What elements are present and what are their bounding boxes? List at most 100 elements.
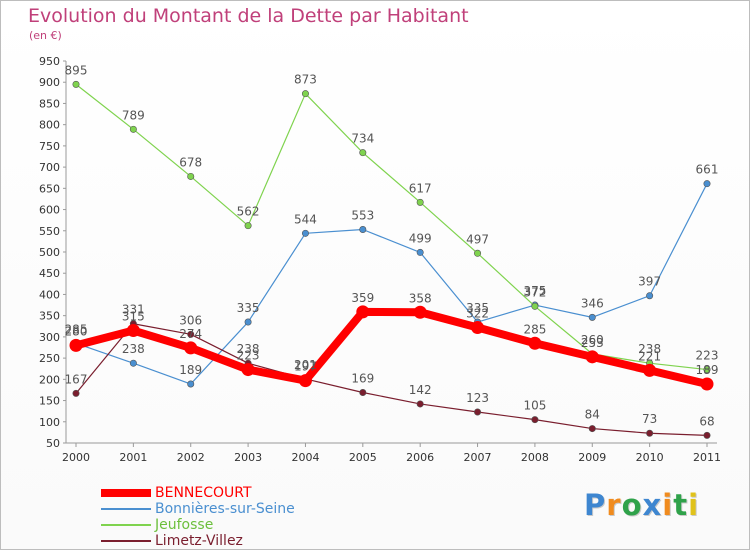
data-label: 123 (466, 391, 489, 405)
data-point (129, 125, 137, 133)
data-label: 223 (237, 349, 260, 363)
data-label: 253 (581, 336, 604, 350)
data-label: 223 (696, 349, 719, 363)
data-label: 221 (638, 349, 661, 363)
data-point (184, 341, 198, 355)
data-point (359, 388, 367, 396)
data-point (471, 321, 485, 335)
data-label: 169 (351, 371, 374, 385)
data-label: 661 (696, 163, 719, 177)
data-point (187, 330, 195, 338)
data-point (359, 226, 367, 234)
y-tick-label: 500 (39, 246, 60, 259)
data-label: 617 (409, 181, 432, 195)
y-tick-label: 750 (39, 140, 60, 153)
data-label: 335 (237, 301, 260, 315)
y-tick-label: 800 (39, 119, 60, 132)
data-point (126, 324, 140, 338)
data-label: 375 (523, 284, 546, 298)
data-point (129, 359, 137, 367)
y-tick-label: 100 (39, 416, 60, 429)
y-tick-label: 950 (39, 55, 60, 68)
data-point (528, 336, 542, 350)
data-point (356, 305, 370, 319)
data-label: 189 (179, 363, 202, 377)
x-tick-label: 2008 (521, 451, 549, 464)
y-tick-label: 550 (39, 225, 60, 238)
legend-item: Jeufosse (101, 517, 361, 533)
x-tick-label: 2005 (349, 451, 377, 464)
data-point (703, 180, 711, 188)
y-tick-label: 850 (39, 97, 60, 110)
data-label: 895 (65, 63, 88, 77)
data-point (187, 380, 195, 388)
data-label: 167 (65, 372, 88, 386)
data-point (359, 149, 367, 157)
data-point (585, 350, 599, 364)
data-point (413, 305, 427, 319)
data-label: 497 (466, 232, 489, 246)
data-point (700, 377, 714, 391)
legend-swatch (101, 508, 151, 510)
data-label: 306 (179, 313, 202, 327)
legend-label: Limetz-Villez (155, 533, 243, 549)
data-label: 734 (351, 132, 374, 146)
data-label: 315 (122, 310, 145, 324)
data-point (474, 408, 482, 416)
data-point (241, 363, 255, 377)
x-tick-label: 2007 (464, 451, 492, 464)
data-label: 238 (638, 342, 661, 356)
y-tick-label: 650 (39, 182, 60, 195)
y-tick-label: 900 (39, 76, 60, 89)
data-point (72, 80, 80, 88)
data-label: 397 (638, 275, 661, 289)
data-label: 331 (122, 303, 145, 317)
y-tick-label: 50 (46, 437, 60, 450)
x-tick-label: 2009 (578, 451, 606, 464)
data-point (703, 431, 711, 439)
series-line-jeufosse (75, 83, 708, 371)
data-point (298, 374, 312, 388)
y-tick-label: 300 (39, 331, 60, 344)
data-point (301, 229, 309, 237)
legend-item: BENNECOURT (101, 485, 361, 501)
data-label: 359 (351, 291, 374, 305)
y-tick-label: 700 (39, 161, 60, 174)
legend-swatch (101, 524, 151, 526)
line-chart: 50 100 150 200 250 300 350 400 450 500 550 600 650 70… (39, 55, 721, 464)
y-tick-label: 150 (39, 395, 60, 408)
data-label: 285 (65, 322, 88, 336)
data-label: 68 (699, 414, 714, 428)
data-point (643, 363, 657, 377)
data-point (646, 292, 654, 300)
y-tick-label: 400 (39, 288, 60, 301)
x-tick-label: 2006 (406, 451, 434, 464)
data-point (72, 389, 80, 397)
data-point (301, 90, 309, 98)
x-tick-label: 2003 (234, 451, 262, 464)
data-label: 873 (294, 73, 317, 87)
proxiti-logo: Proxiti (584, 488, 700, 522)
y-tick-label: 600 (39, 204, 60, 217)
data-label: 562 (237, 205, 260, 219)
y-tick-label: 200 (39, 373, 60, 386)
series-line-bonni-res-sur-seine (75, 183, 708, 385)
data-label: 274 (179, 327, 202, 341)
x-tick-label: 2000 (62, 451, 90, 464)
data-label: 358 (409, 291, 432, 305)
data-point (416, 248, 424, 256)
data-label: 499 (409, 231, 432, 245)
data-label: 201 (294, 358, 317, 372)
data-label: 280 (65, 324, 88, 338)
data-label: 285 (523, 322, 546, 336)
data-label: 322 (466, 307, 489, 321)
x-tick-label: 2011 (693, 451, 721, 464)
legend-item: Bonnières-sur-Seine (101, 501, 361, 517)
data-point (244, 318, 252, 326)
data-point (474, 249, 482, 257)
series-line-bennecourt (74, 307, 708, 388)
legend-swatch (101, 540, 151, 542)
unit-label: (en €) (29, 29, 62, 42)
data-point (531, 416, 539, 424)
